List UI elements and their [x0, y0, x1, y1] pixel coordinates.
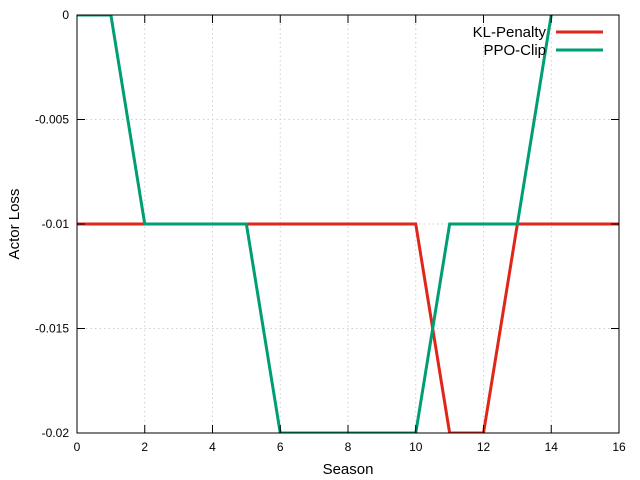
y-tick-label: -0.015	[35, 322, 69, 336]
x-tick-label: 6	[277, 440, 284, 454]
y-tick-label: 0	[62, 8, 69, 22]
x-tick-label: 12	[477, 440, 491, 454]
y-tick-label: -0.01	[42, 217, 70, 231]
x-tick-label: 10	[409, 440, 423, 454]
series-group	[77, 15, 619, 433]
x-axis-label: Season	[323, 461, 374, 478]
legend: KL-Penalty PPO-Clip	[473, 24, 603, 59]
legend-label-ppo-clip: PPO-Clip	[483, 42, 546, 59]
x-tick-label: 2	[141, 440, 148, 454]
y-axis-label: Actor Loss	[6, 189, 23, 260]
tick-labels: 0 2 4 6 8 10 12 14 16 0 -0.005 -0.01 -0.015 -0.02	[35, 8, 626, 454]
legend-label-kl-penalty: KL-Penalty	[473, 24, 547, 41]
y-tick-label: -0.02	[42, 426, 70, 440]
x-tick-label: 16	[612, 440, 626, 454]
x-tick-label: 14	[545, 440, 559, 454]
x-tick-label: 4	[209, 440, 216, 454]
series-line-kl-penalty	[77, 222, 619, 433]
series-line-ppo-clip	[77, 15, 553, 433]
x-tick-label: 8	[345, 440, 352, 454]
ticks	[76, 14, 620, 434]
x-tick-label: 0	[74, 440, 81, 454]
y-tick-label: -0.005	[35, 113, 69, 127]
